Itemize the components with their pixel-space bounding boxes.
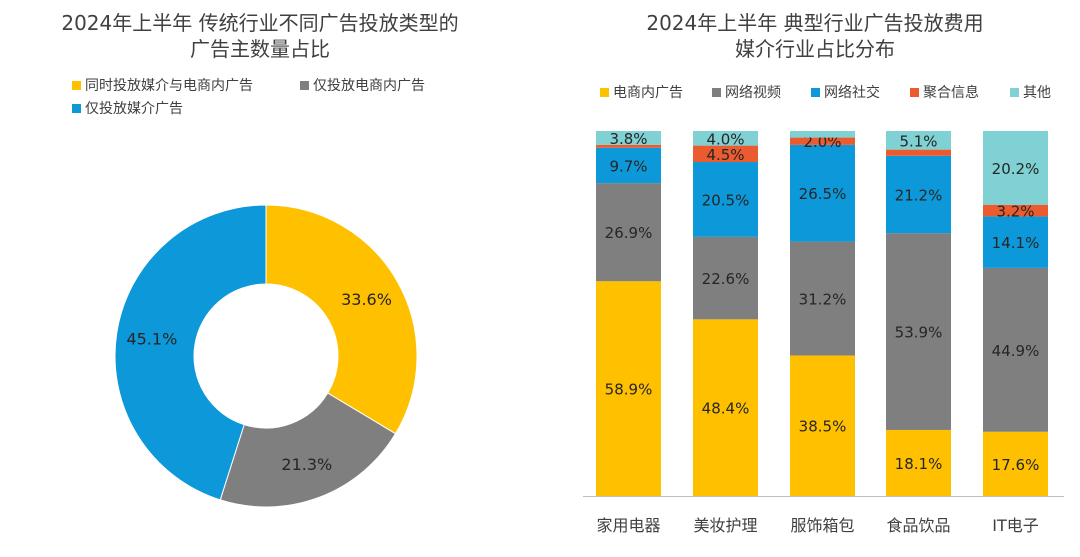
bar-segment — [790, 131, 855, 138]
legend-label: 聚合信息 — [923, 85, 979, 101]
bar-segment — [790, 137, 855, 145]
bar-segment — [596, 281, 661, 496]
bar-segment — [886, 155, 951, 234]
bar-segment-label: 18.1% — [895, 455, 943, 473]
bar-segment-label: 20.5% — [702, 191, 750, 209]
legend-label: 网络视频 — [725, 85, 781, 101]
bar-segment-label: 53.9% — [895, 324, 943, 342]
bar-segment-label: 17.6% — [992, 456, 1040, 474]
legend-swatch — [600, 87, 609, 97]
donut-legend-item: 仅投放媒介广告 — [72, 98, 183, 118]
bar-segment — [886, 149, 951, 156]
bar-chart-title: 2024年上半年 典型行业广告投放费用 媒介行业占比分布 — [560, 10, 1070, 62]
bar-segment-label: 21.2% — [895, 187, 943, 205]
donut-chart: 33.6% 21.3% 45.1% — [114, 204, 418, 508]
legend-swatch — [300, 80, 309, 90]
x-tick-label: 服饰箱包 — [790, 516, 854, 535]
legend-swatch — [910, 87, 919, 97]
bar-segment-label: 26.9% — [605, 224, 653, 242]
bar-segment-label: 4.5% — [706, 146, 744, 164]
bar-segment-label: 9.7% — [609, 157, 647, 175]
bar-segment-label: 2.0% — [803, 133, 841, 151]
bar-segment — [790, 144, 855, 242]
legend-label: 同时投放媒介与电商内广告 — [85, 78, 253, 94]
legend-swatch — [72, 80, 81, 90]
x-tick-label: 美妆护理 — [693, 516, 757, 535]
donut-chart-title: 2024年上半年 传统行业不同广告投放类型的 广告主数量占比 — [10, 10, 510, 62]
bar-legend-item: 电商内广告 — [600, 82, 683, 102]
bar-segment — [886, 429, 951, 496]
legend-swatch — [72, 103, 81, 113]
x-tick-label: 食品饮品 — [886, 516, 950, 535]
donut-title-line-2: 广告主数量占比 — [190, 37, 330, 61]
stacked-bar-chart: 58.9% 26.9% 9.7% 3.8% 家用电器 48.4% 22.6% 20.5% 4.5… — [583, 130, 1064, 535]
bar-legend-item: 聚合信息 — [910, 82, 979, 102]
bar-segment — [983, 431, 1048, 496]
legend-label: 其他 — [1023, 85, 1051, 101]
bar-segment-label: 3.8% — [609, 130, 647, 148]
bar-title-line-1: 2024年上半年 典型行业广告投放费用 — [646, 11, 984, 35]
donut-title-line-1: 2024年上半年 传统行业不同广告投放类型的 — [61, 11, 459, 35]
donut-slice — [265, 204, 418, 435]
bar-segment — [596, 144, 661, 148]
donut-slice — [219, 392, 397, 508]
bar-segment — [693, 319, 758, 496]
bar-segment-label: 26.5% — [799, 185, 847, 203]
bar-segment — [693, 162, 758, 237]
bar-title-line-2: 媒介行业占比分布 — [735, 37, 895, 61]
donut-legend-item: 同时投放媒介与电商内广告 — [72, 75, 253, 95]
bar-segment-label: 20.2% — [992, 160, 1040, 178]
donut-slice — [114, 204, 267, 501]
bar-segment — [983, 204, 1048, 217]
bar-segment — [790, 355, 855, 496]
bar-segment — [983, 216, 1048, 268]
bar-segment-label: 44.9% — [992, 342, 1040, 360]
bar-segment — [596, 147, 661, 184]
bar-segment — [693, 131, 758, 146]
bar-segment-label: 38.5% — [799, 418, 847, 436]
bar-segment — [790, 241, 855, 356]
x-tick-label: IT电子 — [992, 516, 1039, 535]
donut-slice-label: 45.1% — [126, 329, 177, 348]
bar-segment — [693, 145, 758, 163]
bar-segment — [596, 131, 661, 145]
bar-segment — [886, 233, 951, 430]
legend-label: 电商内广告 — [613, 85, 683, 101]
bar-segment-label: 31.2% — [799, 291, 847, 309]
bar-segment-label: 22.6% — [702, 270, 750, 288]
donut-slice-label: 33.6% — [341, 290, 392, 309]
bar-segment-label: 4.0% — [706, 130, 744, 148]
bar-segment-label: 58.9% — [605, 381, 653, 399]
bar-segment-label: 3.2% — [996, 203, 1034, 221]
x-tick-label: 家用电器 — [596, 516, 660, 535]
legend-swatch — [811, 87, 820, 97]
bar-legend-item: 网络社交 — [811, 82, 880, 102]
legend-label: 仅投放电商内广告 — [313, 78, 425, 94]
donut-slice-label: 21.3% — [281, 455, 332, 474]
donut-legend-item: 仅投放电商内广告 — [300, 75, 425, 95]
bar-segment — [983, 131, 1048, 205]
legend-label: 仅投放媒介广告 — [85, 101, 183, 117]
legend-swatch — [712, 87, 721, 97]
bar-legend-item: 网络视频 — [712, 82, 781, 102]
legend-label: 网络社交 — [824, 85, 880, 101]
bar-segment — [983, 267, 1048, 432]
bar-segment — [596, 183, 661, 282]
bar-segment-label: 14.1% — [992, 234, 1040, 252]
bar-segment-label: 5.1% — [899, 132, 937, 150]
legend-swatch — [1010, 87, 1019, 97]
bar-legend-item: 其他 — [1010, 82, 1051, 102]
bar-segment-label: 48.4% — [702, 400, 750, 418]
bar-segment — [886, 131, 951, 150]
bar-segment — [693, 236, 758, 320]
